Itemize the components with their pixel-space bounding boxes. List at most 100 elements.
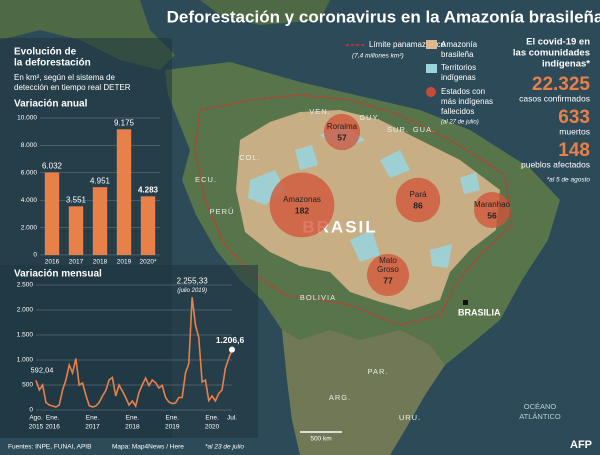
y-tick-label: 2.000 xyxy=(17,307,34,314)
x-tick-label: Ene. xyxy=(166,415,180,422)
subheading: En km², según el sistema de xyxy=(14,73,115,82)
heading: la deforestación xyxy=(14,58,91,69)
covid-note: *al 5 de agosto xyxy=(547,177,591,184)
x-year-label: 2015 xyxy=(29,424,44,431)
state-name: Roraima xyxy=(327,122,358,131)
brand: AFP xyxy=(570,439,592,451)
title: Deforestación y coronavirus en la Amazon… xyxy=(167,7,600,26)
country-label: GUA. xyxy=(413,125,435,134)
x-tick-label: Ene. xyxy=(205,415,219,422)
ocean-label: OCÉANO xyxy=(524,402,557,411)
x-year-label: 2017 xyxy=(85,424,100,431)
subheading: detección en tiempo real DETER xyxy=(14,83,131,92)
state-bubble xyxy=(323,113,361,151)
legend-label: indígenas xyxy=(441,73,476,82)
line xyxy=(35,297,233,408)
country-label: PAR. xyxy=(368,367,389,376)
y-tick-label: 2.500 xyxy=(17,282,34,289)
legend-label: Límite panamazónico xyxy=(369,40,446,49)
legend-note: (al 27 de julio) xyxy=(441,120,479,126)
y-tick-label: 1.000 xyxy=(17,357,34,364)
covid-heading: El covid-19 en xyxy=(526,37,590,48)
state-bubble xyxy=(366,253,410,297)
x-tick-label: 2019 xyxy=(117,259,132,266)
state-value: 86 xyxy=(413,200,423,210)
legend-label: fallecidos xyxy=(441,107,474,116)
legend-label: más indígenas xyxy=(441,97,493,106)
covid-heading: indígenas* xyxy=(542,59,590,70)
covid-heading: las comunidades xyxy=(513,48,590,59)
x-tick-label: Ene. xyxy=(126,415,140,422)
state-name: Groso xyxy=(377,265,399,274)
footer-sources: Fuentes: INPE, FUNAI, APIB xyxy=(8,444,91,451)
y-tick-label: 0 xyxy=(33,252,37,259)
territory xyxy=(430,244,452,268)
chart-title: Variación mensual xyxy=(14,269,102,280)
value-label: 2.255,33 xyxy=(177,276,209,285)
value-label: 9.175 xyxy=(114,118,135,127)
annotation: (julio 2019) xyxy=(177,288,207,294)
x-tick-label: Ene. xyxy=(46,415,60,422)
value-label: 4.283 xyxy=(138,185,159,194)
x-tick-label: 2020* xyxy=(140,259,157,266)
legend-note: (7,4 millones km²) xyxy=(352,53,404,60)
country-label: BOLIVIA xyxy=(300,293,336,302)
y-tick-label: 500 xyxy=(22,382,33,389)
covid-stat-value: 633 xyxy=(558,107,590,128)
covid-stat-label: muertos xyxy=(559,126,590,136)
covid-stat-label: pueblos afectados xyxy=(521,159,590,169)
x-year-label: 2020 xyxy=(205,424,220,431)
legend-label: Estados con xyxy=(441,87,485,96)
country-label: ECU. xyxy=(195,175,217,184)
country-label: COL. xyxy=(239,153,261,162)
bar xyxy=(116,129,132,255)
value-label: 3.551 xyxy=(66,195,87,204)
bar xyxy=(92,187,108,255)
bar xyxy=(140,196,156,255)
legend-state-key xyxy=(426,87,436,97)
state-name: Mato xyxy=(379,256,397,265)
legend-label: brasileña xyxy=(441,50,474,59)
country-label: VEN. xyxy=(309,107,331,116)
covid-stat-label: casos confirmados xyxy=(519,93,590,103)
y-tick-label: 8.000 xyxy=(21,142,38,149)
state-value: 77 xyxy=(383,275,393,285)
state-value: 57 xyxy=(337,132,347,142)
territory xyxy=(380,150,410,178)
x-tick-label: Jul. xyxy=(227,415,237,422)
country-label: URU. xyxy=(399,413,421,422)
covid-stat-value: 22.325 xyxy=(532,74,591,95)
north-land xyxy=(0,0,330,70)
southern-land xyxy=(282,330,445,455)
legend-territory-key xyxy=(426,64,437,73)
ocean-label: ATLÁNTICO xyxy=(519,412,561,421)
y-tick-label: 1.500 xyxy=(17,332,34,339)
covid-stat-value: 148 xyxy=(558,140,590,161)
country-label: PERÚ xyxy=(210,207,235,216)
heading: Evolución de xyxy=(14,47,77,58)
state-name: Maranhao xyxy=(474,200,511,209)
footer-note: *al 23 de julio xyxy=(205,444,244,451)
country-label: SUR. xyxy=(387,125,409,134)
x-tick-label: Ene. xyxy=(86,415,100,422)
value-label: 6.032 xyxy=(42,161,63,170)
chart-title: Variación anual xyxy=(14,99,88,110)
panamazon-boundary xyxy=(194,94,513,326)
country-label: GUY. xyxy=(359,113,380,122)
x-year-label: 2018 xyxy=(125,424,140,431)
legend-label: Territorios xyxy=(441,63,476,72)
footer-credit: Mapa: Map4News / Here xyxy=(112,444,184,451)
bar xyxy=(68,206,84,255)
x-tick-label: 2017 xyxy=(69,259,84,266)
state-name: Amazonas xyxy=(283,195,321,204)
state-name: Pará xyxy=(410,190,427,199)
capital-marker xyxy=(463,300,468,305)
state-bubble xyxy=(269,172,335,238)
bar xyxy=(44,172,60,255)
state-value: 182 xyxy=(295,205,309,215)
x-year-label: 2019 xyxy=(165,424,180,431)
capital-label: BRASILIA xyxy=(458,307,501,317)
state-value: 56 xyxy=(487,210,497,220)
value-label: 4.951 xyxy=(90,176,111,185)
state-bubble xyxy=(474,192,510,228)
